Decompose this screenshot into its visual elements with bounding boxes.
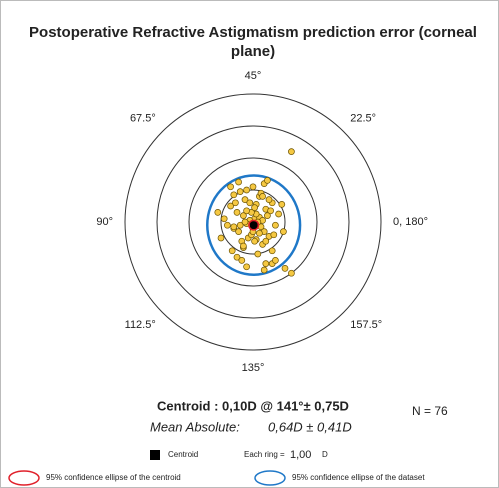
data-point bbox=[254, 250, 262, 258]
data-point bbox=[246, 199, 254, 207]
angle-tick-label: 135° bbox=[242, 362, 265, 374]
data-point bbox=[235, 228, 242, 235]
angle-tick-label: 157.5° bbox=[350, 319, 382, 331]
centroid-mark bbox=[249, 221, 258, 230]
data-point bbox=[272, 221, 279, 229]
legend-ring-value: 1,00 bbox=[290, 449, 311, 461]
data-point bbox=[280, 228, 287, 235]
legend-centroid: Centroid bbox=[168, 450, 198, 459]
ring bbox=[156, 125, 350, 319]
legend-dataset-ellipse: 95% confidence ellipse of the dataset bbox=[292, 473, 425, 482]
data-point bbox=[233, 253, 241, 261]
data-point bbox=[228, 247, 236, 255]
data-point bbox=[267, 207, 274, 215]
data-point bbox=[272, 257, 279, 264]
data-point bbox=[230, 191, 238, 199]
data-point bbox=[251, 237, 258, 245]
chart-title: Postoperative Refractive Astigmatism pre… bbox=[29, 24, 477, 41]
data-point bbox=[236, 221, 244, 229]
ring bbox=[124, 93, 382, 351]
data-point bbox=[220, 215, 228, 223]
centroid-ellipse bbox=[248, 219, 260, 231]
data-point bbox=[214, 209, 222, 216]
data-point bbox=[232, 199, 239, 207]
data-point bbox=[268, 247, 276, 255]
data-point bbox=[243, 186, 250, 194]
legend-centroid-swatch bbox=[150, 450, 160, 460]
ring bbox=[188, 157, 318, 287]
centroid-text: Centroid : 0,10D @ 141°± 0,75D bbox=[157, 398, 349, 413]
data-point bbox=[288, 269, 295, 277]
legend-dataset-ellipse-swatch bbox=[254, 470, 286, 486]
data-point bbox=[264, 177, 271, 184]
data-point bbox=[262, 260, 270, 267]
mean-text: 0,64D ± 0,41D bbox=[268, 419, 352, 434]
chart-title: plane) bbox=[231, 43, 275, 60]
legend-centroid-ellipse: 95% confidence ellipse of the centroid bbox=[46, 473, 181, 482]
data-point bbox=[256, 229, 263, 237]
data-point bbox=[233, 209, 241, 216]
data-point bbox=[240, 212, 247, 219]
data-point bbox=[227, 202, 234, 210]
data-point bbox=[240, 242, 247, 250]
data-point bbox=[249, 183, 257, 191]
data-point bbox=[288, 148, 295, 155]
angle-tick-label: 0, 180° bbox=[393, 216, 428, 228]
angle-tick-label: 22.5° bbox=[350, 113, 376, 125]
data-point bbox=[243, 207, 250, 215]
data-point bbox=[264, 212, 271, 219]
data-point bbox=[270, 231, 278, 239]
data-point bbox=[217, 234, 225, 242]
data-point bbox=[241, 218, 249, 226]
angle-tick-label: 112.5° bbox=[125, 319, 156, 331]
angle-tick-label: 67.5° bbox=[130, 113, 156, 125]
data-point bbox=[275, 210, 282, 218]
data-point bbox=[230, 223, 238, 231]
legend-ring-label: Each ring = bbox=[244, 450, 285, 459]
data-point bbox=[262, 237, 270, 245]
data-point bbox=[251, 204, 258, 211]
data-point bbox=[236, 188, 244, 195]
data-point bbox=[278, 201, 286, 208]
angle-tick-label: 90° bbox=[96, 216, 113, 228]
data-point bbox=[243, 263, 250, 271]
legend-ring-unit: D bbox=[322, 450, 328, 459]
data-point bbox=[238, 257, 246, 264]
data-point bbox=[259, 193, 266, 200]
data-point bbox=[265, 196, 273, 203]
mean-label: Mean Absolute: bbox=[150, 419, 240, 434]
n-text: N = 76 bbox=[412, 404, 448, 418]
angle-tick-label: 45° bbox=[245, 70, 262, 82]
data-point bbox=[235, 178, 242, 186]
data-point bbox=[281, 265, 289, 272]
dataset-ellipse bbox=[206, 174, 302, 276]
legend-centroid-ellipse-swatch bbox=[8, 470, 40, 486]
data-point bbox=[227, 183, 234, 191]
data-point bbox=[224, 221, 231, 229]
data-point bbox=[241, 196, 249, 203]
data-point bbox=[260, 266, 268, 274]
